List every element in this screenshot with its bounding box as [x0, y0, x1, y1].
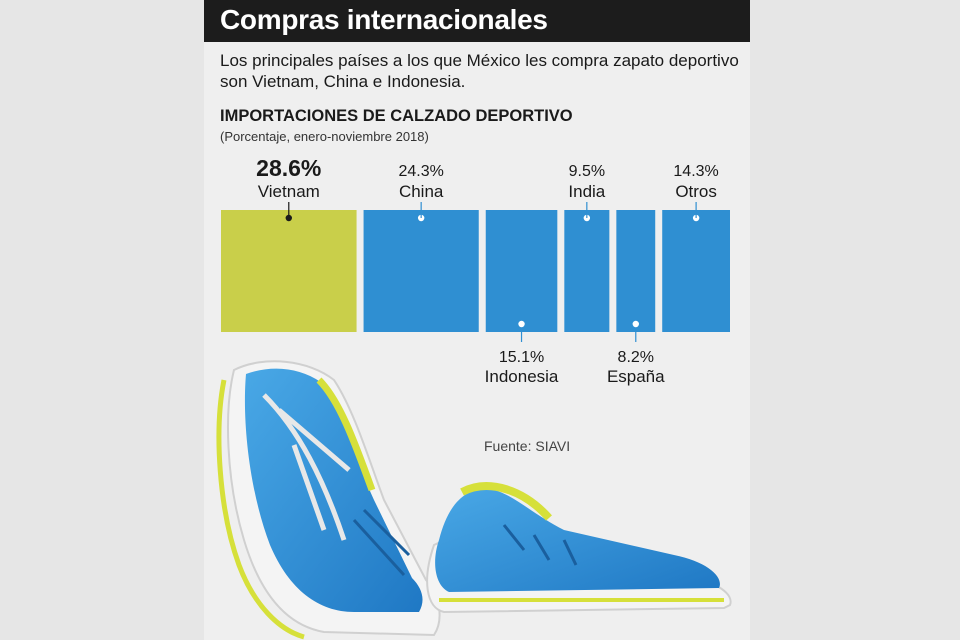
bar-marker — [518, 320, 525, 328]
bar-china — [363, 210, 479, 332]
chart-title: IMPORTACIONES DE CALZADO DEPORTIVO — [220, 107, 573, 125]
category-label: China — [399, 182, 444, 201]
bar-vietnam — [221, 210, 357, 332]
page-subtitle: Los principales países a los que México … — [220, 51, 739, 91]
bar-otros — [662, 210, 730, 332]
value-label: 14.3% — [673, 163, 718, 180]
value-label: 15.1% — [499, 349, 544, 366]
category-label: Vietnam — [258, 182, 320, 201]
value-label: 24.3% — [398, 163, 443, 180]
bar-chart: 28.6%Vietnam 24.3% China 15.1%Indonesia 9.5%… — [221, 155, 730, 386]
value-label: 28.6% — [256, 155, 321, 181]
source-note: Fuente: SIAVI — [484, 438, 571, 454]
value-label: 8.2% — [618, 349, 654, 366]
category-label: Indonesia — [485, 367, 559, 386]
title-bar: Compras internacionales — [204, 0, 750, 42]
chart-subtitle: (Porcentaje, enero-noviembre 2018) — [220, 129, 429, 144]
bar-españa — [616, 210, 656, 332]
bar-indonesia — [485, 210, 558, 332]
bar-marker — [632, 320, 639, 328]
page-title: Compras internacionales — [220, 4, 548, 35]
category-label: India — [568, 182, 605, 201]
infographic-panel: Compras internacionales Los principales … — [204, 0, 750, 640]
shoe-lying — [426, 482, 732, 614]
value-label: 9.5% — [569, 163, 605, 180]
category-label: Otros — [675, 182, 717, 201]
sneakers-illustration — [216, 360, 732, 640]
category-label: España — [607, 367, 665, 386]
shoe-upright — [216, 360, 441, 640]
bar-india — [564, 210, 610, 332]
